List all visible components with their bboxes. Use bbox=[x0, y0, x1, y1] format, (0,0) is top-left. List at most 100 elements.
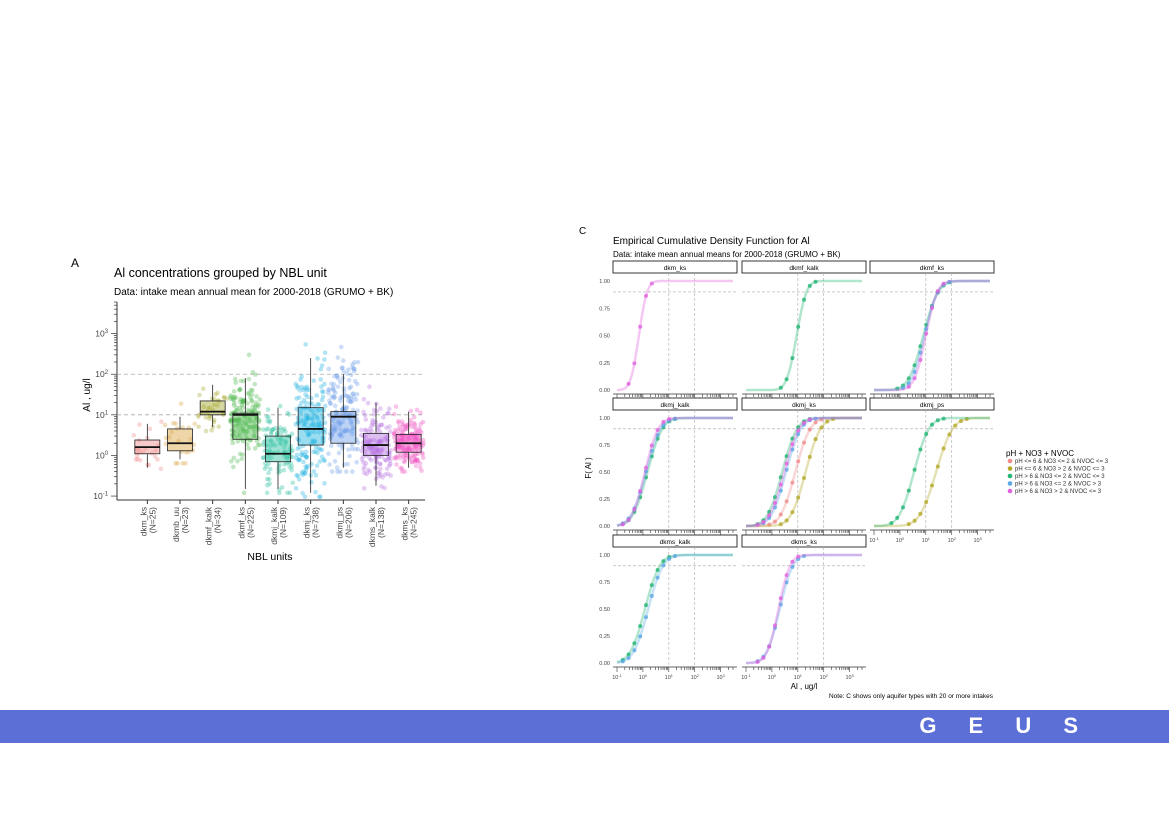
data-point bbox=[261, 427, 266, 432]
data-point bbox=[239, 420, 245, 425]
data-point bbox=[409, 431, 415, 437]
data-point bbox=[268, 431, 274, 437]
ecdf-point bbox=[924, 431, 929, 436]
data-point bbox=[320, 394, 326, 400]
data-point bbox=[238, 417, 243, 422]
data-point bbox=[344, 371, 350, 376]
data-point bbox=[316, 419, 322, 425]
data-point bbox=[349, 421, 354, 427]
facet-x-tick-label: 10-1 bbox=[869, 537, 879, 544]
data-point bbox=[399, 436, 405, 442]
data-point bbox=[221, 395, 227, 401]
data-point bbox=[317, 423, 323, 428]
data-point bbox=[238, 396, 243, 402]
data-point bbox=[344, 406, 349, 411]
data-point bbox=[407, 446, 412, 452]
data-point bbox=[322, 350, 328, 356]
data-point bbox=[230, 396, 236, 402]
facet-strip bbox=[741, 534, 867, 548]
data-point bbox=[299, 384, 304, 390]
ecdf-point bbox=[626, 517, 631, 522]
ecdf-point bbox=[831, 417, 835, 422]
data-point bbox=[341, 369, 346, 374]
data-point bbox=[398, 452, 404, 457]
data-point bbox=[332, 426, 338, 431]
ecdf-point bbox=[941, 446, 946, 451]
data-point bbox=[242, 397, 248, 403]
data-point bbox=[382, 436, 388, 442]
data-point bbox=[242, 418, 248, 424]
data-point bbox=[329, 469, 335, 474]
ecdf-point bbox=[790, 447, 795, 452]
data-point bbox=[281, 462, 287, 467]
data-point bbox=[326, 390, 331, 396]
legend-item: pH <= 6 & NO3 <= 2 & NVOC <= 3 bbox=[1015, 459, 1109, 465]
data-point bbox=[328, 401, 334, 406]
x-tick-label: dkmj_ks(N=738) bbox=[302, 507, 321, 538]
data-point bbox=[336, 450, 342, 456]
data-point bbox=[294, 396, 299, 401]
data-point bbox=[287, 464, 292, 470]
data-point bbox=[418, 429, 424, 435]
data-point bbox=[348, 420, 354, 425]
data-point bbox=[366, 439, 371, 445]
data-point bbox=[378, 451, 384, 456]
data-point bbox=[411, 454, 417, 460]
data-point bbox=[385, 471, 391, 477]
data-point bbox=[401, 447, 406, 453]
panel-c-label: C bbox=[579, 226, 586, 237]
data-point bbox=[304, 455, 309, 460]
ecdf-point bbox=[906, 376, 911, 381]
ecdf-point bbox=[784, 377, 789, 382]
data-point bbox=[304, 387, 310, 393]
ecdf-point bbox=[655, 568, 660, 573]
data-point bbox=[253, 400, 259, 405]
data-point bbox=[387, 454, 392, 460]
data-point bbox=[295, 436, 300, 442]
data-point bbox=[273, 443, 278, 448]
data-point bbox=[355, 359, 361, 365]
ecdf-point bbox=[644, 475, 648, 480]
ecdf-point bbox=[802, 297, 806, 302]
data-point bbox=[237, 451, 243, 457]
ecdf-point bbox=[784, 518, 789, 523]
data-point bbox=[234, 405, 240, 410]
data-point bbox=[236, 426, 242, 432]
data-point bbox=[376, 439, 382, 444]
ecdf-point bbox=[807, 454, 812, 459]
data-point bbox=[343, 428, 348, 434]
data-point bbox=[276, 470, 281, 476]
ecdf-point bbox=[655, 432, 660, 437]
data-point bbox=[338, 398, 343, 404]
data-point bbox=[278, 425, 283, 431]
facet-x-tick-label: 100 bbox=[768, 674, 776, 681]
data-point bbox=[268, 443, 274, 449]
data-point bbox=[412, 424, 417, 430]
facet-strip bbox=[612, 534, 738, 548]
ecdf-point bbox=[807, 283, 812, 288]
data-point bbox=[388, 473, 393, 478]
facet-x-tick-label: 100 bbox=[639, 674, 647, 681]
data-point bbox=[402, 427, 407, 433]
data-point bbox=[254, 394, 259, 399]
ecdf-point bbox=[906, 381, 911, 386]
legend-swatch bbox=[1007, 481, 1013, 486]
facet-x-tick-label: 10-1 bbox=[741, 674, 751, 681]
facet-strip-label: dkms_kalk bbox=[660, 539, 691, 546]
ecdf-point bbox=[819, 425, 824, 430]
data-point bbox=[203, 428, 209, 434]
data-point bbox=[326, 387, 332, 392]
data-point bbox=[387, 424, 392, 429]
panel-c-title: Empirical Cumulative Density Function fo… bbox=[613, 236, 810, 247]
panel-c-note: Note: C shows only aquifer types with 20… bbox=[829, 693, 994, 700]
data-point bbox=[329, 394, 334, 400]
data-point bbox=[277, 440, 283, 446]
ecdf-line bbox=[745, 416, 863, 528]
data-point bbox=[306, 431, 311, 436]
data-point bbox=[265, 442, 270, 448]
data-point bbox=[264, 427, 269, 432]
data-point bbox=[262, 448, 268, 454]
x-tick-label: dkms_kalk(N=138) bbox=[367, 506, 386, 547]
data-point bbox=[235, 421, 241, 427]
ecdf-point bbox=[918, 358, 923, 363]
